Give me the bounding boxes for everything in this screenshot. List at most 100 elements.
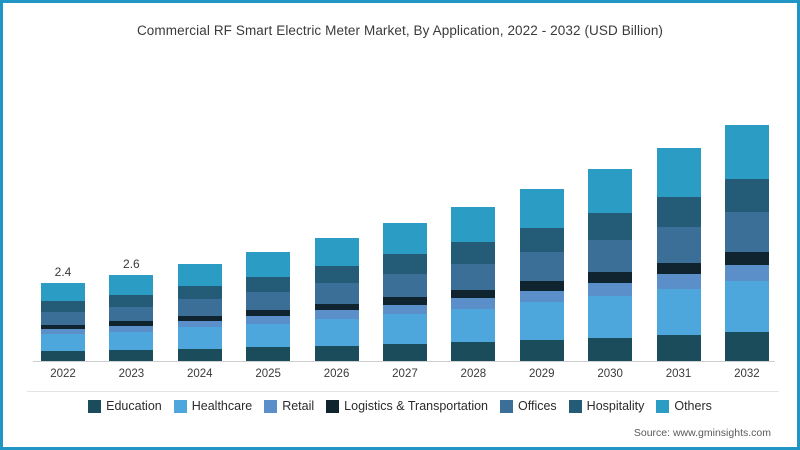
legend-item[interactable]: Logistics & Transportation bbox=[326, 399, 488, 413]
bar-segment[interactable] bbox=[724, 179, 769, 213]
bar-segment[interactable] bbox=[451, 308, 496, 343]
bar-segment[interactable] bbox=[109, 294, 154, 307]
legend-label: Healthcare bbox=[191, 399, 253, 413]
bar-segment[interactable] bbox=[246, 316, 291, 324]
bar-segment[interactable] bbox=[314, 283, 359, 304]
bar-segment[interactable] bbox=[246, 291, 291, 311]
x-axis-tick-label: 2029 bbox=[528, 368, 555, 380]
bar-segment[interactable] bbox=[519, 281, 564, 291]
legend-item[interactable]: Education bbox=[88, 399, 162, 413]
bar-segment[interactable] bbox=[41, 282, 85, 301]
bar-segment[interactable] bbox=[588, 213, 633, 241]
bar-segment[interactable] bbox=[724, 212, 769, 252]
bar-segment[interactable] bbox=[314, 310, 359, 319]
bar-segment[interactable] bbox=[109, 275, 154, 295]
bar-segment[interactable] bbox=[177, 285, 222, 300]
bar-segment[interactable] bbox=[246, 251, 291, 277]
bar-segment[interactable] bbox=[656, 227, 701, 263]
bar-segment[interactable] bbox=[451, 289, 496, 299]
bar-segment[interactable] bbox=[41, 351, 85, 361]
bar-segment[interactable] bbox=[451, 263, 496, 290]
bar-segment[interactable] bbox=[588, 337, 633, 361]
bar-segment[interactable] bbox=[177, 348, 222, 361]
bar-segment[interactable] bbox=[246, 347, 291, 361]
bar-segment[interactable] bbox=[382, 304, 427, 315]
bar-column[interactable] bbox=[656, 61, 701, 361]
bar-segment[interactable] bbox=[724, 251, 769, 265]
bar-column[interactable] bbox=[451, 61, 496, 361]
legend-item[interactable]: Others bbox=[656, 399, 712, 413]
bar-column[interactable] bbox=[382, 61, 427, 361]
bar-segment[interactable] bbox=[177, 327, 222, 349]
bar-segment[interactable] bbox=[314, 238, 359, 267]
bar-column[interactable] bbox=[177, 61, 222, 361]
bar-segment[interactable] bbox=[588, 282, 633, 296]
bar-segment[interactable] bbox=[41, 324, 85, 330]
bar-segment[interactable] bbox=[246, 310, 291, 317]
bar-segment[interactable] bbox=[588, 272, 633, 283]
bar-column[interactable] bbox=[588, 61, 633, 361]
bar-segment[interactable] bbox=[177, 315, 222, 321]
legend-swatch bbox=[173, 399, 187, 413]
bar-segment[interactable] bbox=[41, 334, 85, 352]
bar-segment[interactable] bbox=[246, 323, 291, 348]
bar-segment[interactable] bbox=[588, 169, 633, 214]
bar-column[interactable]: 2.6 bbox=[109, 61, 154, 361]
bar-segment[interactable] bbox=[724, 280, 769, 333]
bar-segment[interactable] bbox=[382, 254, 427, 274]
bar-segment[interactable] bbox=[382, 314, 427, 345]
bar-segment[interactable] bbox=[177, 320, 222, 328]
bar-segment[interactable] bbox=[177, 299, 222, 316]
bar-segment[interactable] bbox=[656, 274, 701, 289]
bar-segment[interactable] bbox=[382, 297, 427, 305]
bar-column[interactable] bbox=[246, 61, 291, 361]
bar-column[interactable] bbox=[519, 61, 564, 361]
bar-segment[interactable] bbox=[246, 276, 291, 292]
bar-segment[interactable] bbox=[724, 124, 769, 180]
bar-segment[interactable] bbox=[519, 290, 564, 303]
bar-segment[interactable] bbox=[519, 252, 564, 282]
x-axis-tick-label: 2023 bbox=[118, 368, 145, 380]
bar-segment[interactable] bbox=[314, 303, 359, 311]
legend-item[interactable]: Retail bbox=[264, 399, 314, 413]
bar-segment[interactable] bbox=[314, 266, 359, 284]
bar-segment[interactable] bbox=[588, 295, 633, 338]
bar-segment[interactable] bbox=[109, 350, 154, 361]
legend-item[interactable]: Hospitality bbox=[568, 399, 644, 413]
bar-segment[interactable] bbox=[314, 345, 359, 361]
bar-segment[interactable] bbox=[41, 300, 85, 312]
bar-segment[interactable] bbox=[382, 222, 427, 255]
bar-segment[interactable] bbox=[519, 227, 564, 253]
bar-segment[interactable] bbox=[451, 342, 496, 361]
bar-segment[interactable] bbox=[109, 321, 154, 326]
bar-segment[interactable] bbox=[656, 262, 701, 275]
bar-segment[interactable] bbox=[41, 311, 85, 325]
bar-column[interactable]: 2.4 bbox=[41, 61, 85, 361]
bar-column[interactable] bbox=[314, 61, 359, 361]
bar-segment[interactable] bbox=[451, 298, 496, 309]
bar-segment[interactable] bbox=[451, 242, 496, 264]
legend-item[interactable]: Healthcare bbox=[173, 399, 253, 413]
bar-segment[interactable] bbox=[382, 344, 427, 361]
bar-segment[interactable] bbox=[177, 263, 222, 286]
bar-segment[interactable] bbox=[382, 273, 427, 298]
bar-segment[interactable] bbox=[109, 306, 154, 322]
bar-segment[interactable] bbox=[724, 332, 769, 361]
bar-segment[interactable] bbox=[656, 148, 701, 198]
bar-segment[interactable] bbox=[656, 334, 701, 361]
bar-segment[interactable] bbox=[656, 288, 701, 335]
bar-segment[interactable] bbox=[451, 206, 496, 243]
bar-segment[interactable] bbox=[41, 329, 85, 335]
bar-segment[interactable] bbox=[519, 188, 564, 228]
bar-segment[interactable] bbox=[109, 325, 154, 332]
bar-column[interactable] bbox=[724, 61, 769, 361]
bar-segment[interactable] bbox=[519, 339, 564, 361]
bar-segment[interactable] bbox=[314, 318, 359, 346]
bar-segment[interactable] bbox=[656, 197, 701, 228]
bar-segment[interactable] bbox=[588, 240, 633, 273]
x-axis-tick-label: 2032 bbox=[734, 368, 760, 380]
legend-item[interactable]: Offices bbox=[500, 399, 557, 413]
bar-segment[interactable] bbox=[109, 331, 154, 351]
bar-segment[interactable] bbox=[724, 264, 769, 281]
bar-segment[interactable] bbox=[519, 302, 564, 340]
